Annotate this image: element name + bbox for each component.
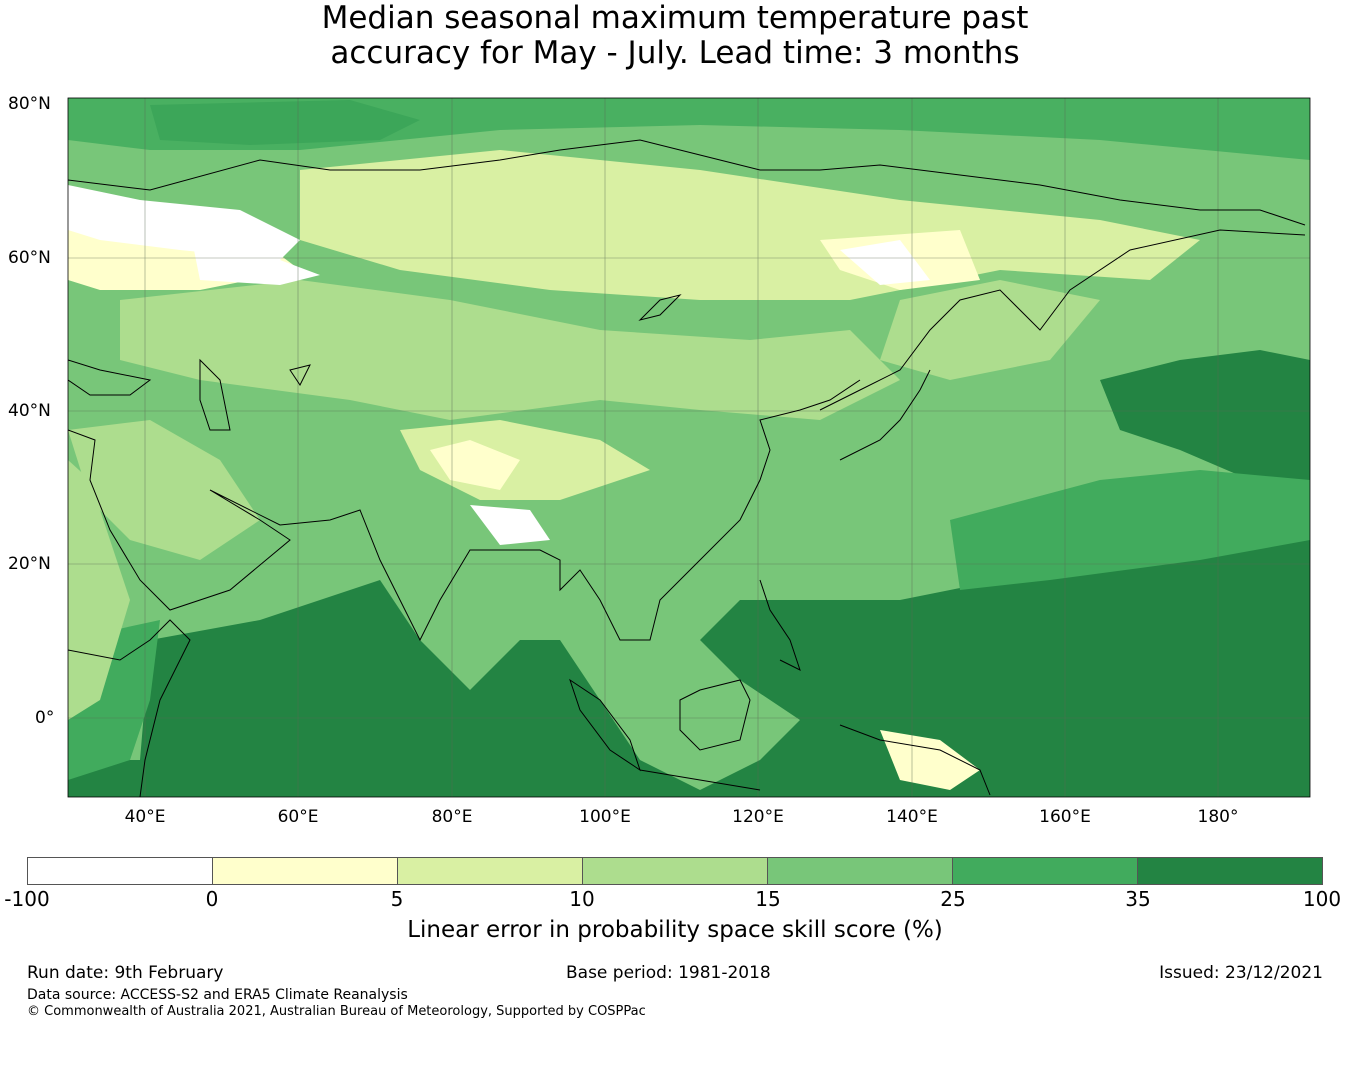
skill-region-east-asia (880, 280, 1100, 380)
coastline-aral-sea (289, 364, 311, 386)
colorbar-segment (953, 858, 1138, 884)
colorbar-tick: 35 (1125, 887, 1151, 911)
coastline-borneo (679, 679, 751, 751)
map-title-line-1: Median seasonal maximum temperature past (321, 0, 1029, 36)
lon-label-140e: 140°E (886, 807, 938, 827)
skill-region-siberia (300, 150, 1200, 300)
colorbar-tick: -100 (4, 887, 50, 911)
lat-label-0: 0° (35, 708, 55, 728)
lat-label-60n: 60°N (8, 248, 51, 268)
colorbar-label: Linear error in probability space skill … (407, 917, 943, 943)
colorbar (27, 857, 1323, 885)
skill-region-arabia (68, 420, 260, 560)
map-frame (67, 97, 1311, 798)
colorbar-segment (28, 858, 213, 884)
skill-region-north-pacific (1100, 350, 1310, 500)
lon-label-80e: 80°E (431, 807, 473, 827)
skill-region-arctic-band (68, 98, 1310, 160)
skill-region-north-africa (68, 460, 130, 720)
coastline-philippines (759, 579, 801, 671)
data-source: Data source: ACCESS-S2 and ERA5 Climate … (27, 987, 408, 1003)
skill-region-negative-east (840, 240, 930, 285)
run-date: Run date: 9th February (27, 963, 224, 983)
issued-date: Issued: 23/12/2021 (1159, 963, 1323, 983)
lat-label-40n: 40°N (8, 401, 51, 421)
copyright-notice: © Commonwealth of Australia 2021, Austra… (27, 1004, 646, 1019)
skill-region-indian-ocean (68, 520, 1310, 797)
coastline-new-guinea (839, 724, 991, 796)
coastline-arabia-india (68, 379, 861, 642)
coastline-black-sea (68, 359, 152, 396)
coastlines (68, 139, 1306, 797)
colorbar-segment (583, 858, 768, 884)
colorbar-segment (1138, 858, 1322, 884)
colorbar-tick: 25 (940, 887, 966, 911)
base-period: Base period: 1981-2018 (566, 963, 771, 983)
lon-label-100e: 100°E (579, 807, 631, 827)
coastline-pacific-northwest (819, 229, 1306, 411)
coastline-caspian-sea (199, 358, 231, 431)
skill-region-pale-newguinea (880, 730, 980, 790)
lon-label-120e: 120°E (732, 807, 784, 827)
colorbar-segment (768, 858, 953, 884)
skill-region-negative-russia (190, 230, 320, 285)
colorbar-tick: 5 (390, 887, 404, 911)
graticule (68, 98, 1310, 797)
skill-region-central-asia (120, 280, 900, 420)
colorbar-tick: 0 (205, 887, 219, 911)
map-title-line-2: accuracy for May - July. Lead time: 3 mo… (330, 35, 1020, 71)
coastline-east-africa (68, 619, 191, 797)
lon-label-160e: 160°E (1039, 807, 1091, 827)
coastline-lake-baikal (638, 294, 682, 321)
coastline-japan (839, 369, 931, 461)
colorbar-tick: 10 (569, 887, 595, 911)
lat-label-20n: 20°N (8, 554, 51, 574)
colorbar-tick: 15 (755, 887, 781, 911)
skill-region-negative-africa (68, 190, 100, 215)
skill-region-pale-tibet (430, 440, 520, 490)
coastline-arctic (68, 139, 1306, 226)
lon-label-180: 180° (1197, 807, 1239, 827)
colorbar-tick: 100 (1302, 887, 1342, 911)
lon-label-40e: 40°E (124, 807, 166, 827)
skill-region-pacific-band (950, 470, 1310, 590)
skill-region-negative-tibet (470, 505, 550, 545)
lon-label-60e: 60°E (277, 807, 319, 827)
colorbar-segment (398, 858, 583, 884)
coastline-java (639, 769, 761, 791)
lat-label-80n: 80°N (8, 94, 51, 114)
colorbar-segment (213, 858, 398, 884)
